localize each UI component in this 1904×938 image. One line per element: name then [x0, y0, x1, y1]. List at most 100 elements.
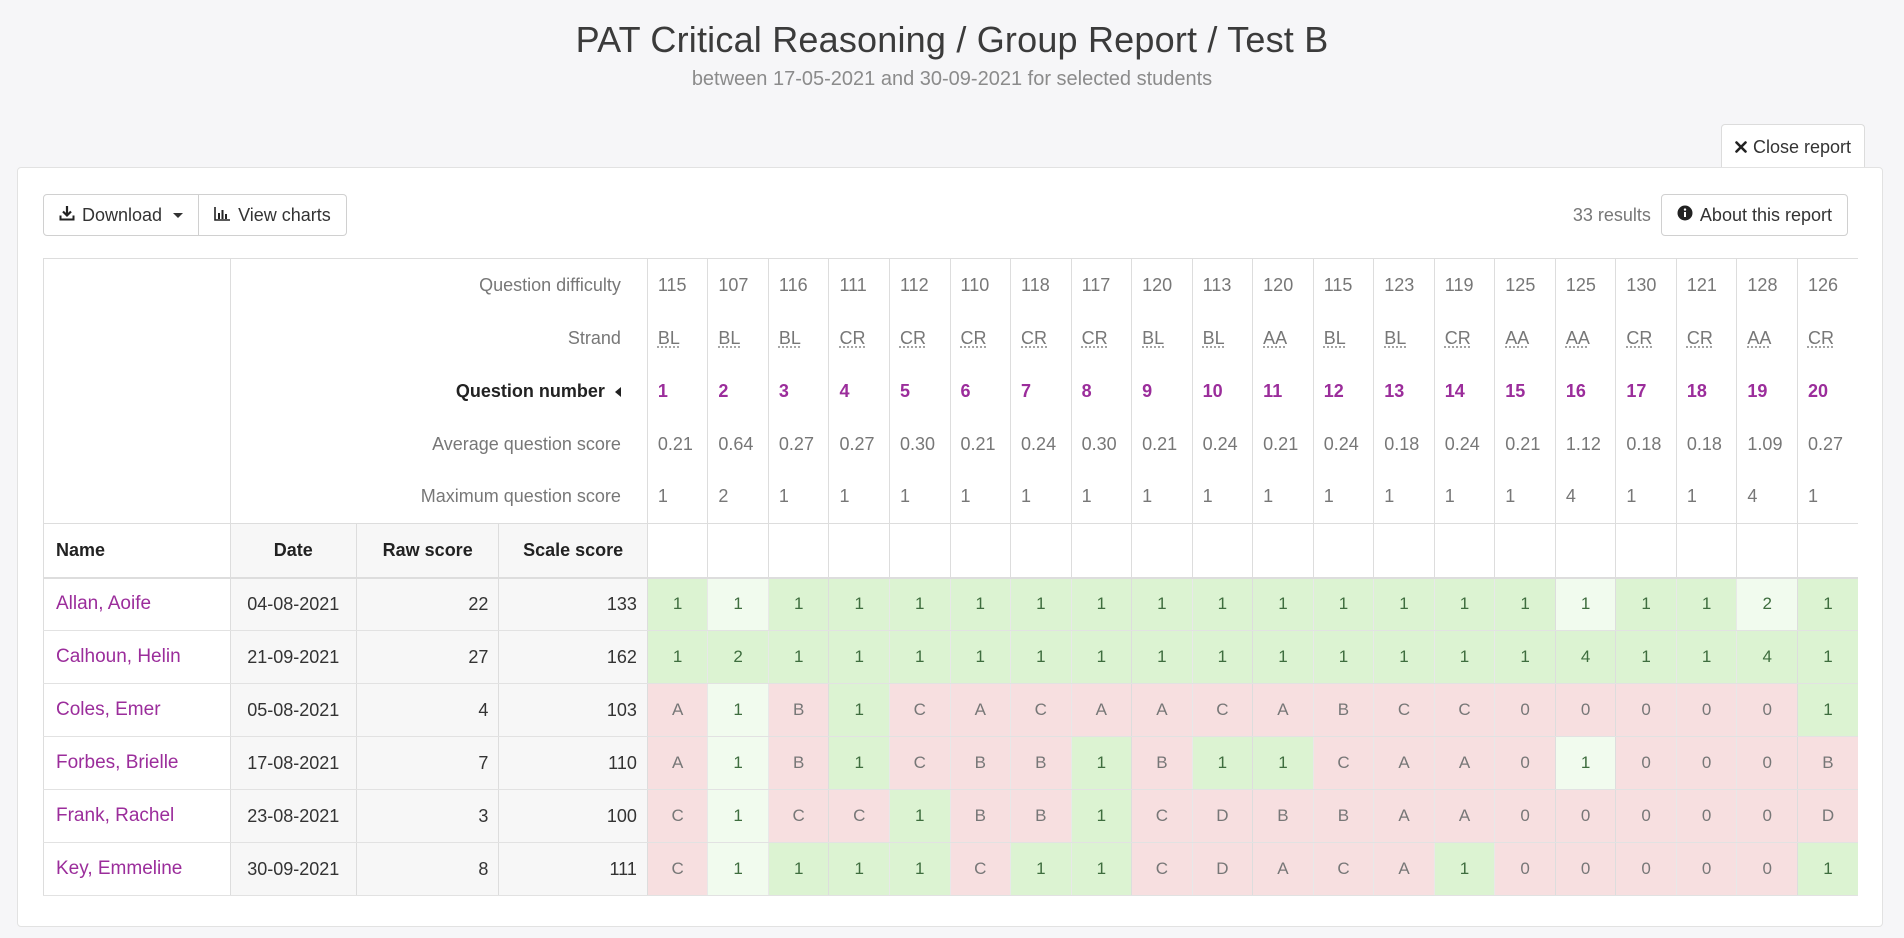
question-number-cell[interactable]: 15 — [1495, 365, 1556, 418]
question-number-row: Question number 1 2 3 4 5 6 7 8 9 10 11 12 13 14 15 16 1… — [44, 365, 1859, 418]
report-panel: Download View charts 33 results About th… — [17, 167, 1883, 927]
question-number-cell[interactable]: 4 — [829, 365, 890, 418]
response-cell: 1 — [1192, 631, 1253, 684]
question-number-cell[interactable]: 9 — [1132, 365, 1193, 418]
question-number-cell[interactable]: 12 — [1313, 365, 1374, 418]
student-name-link[interactable]: Calhoun, Helin — [44, 631, 231, 684]
student-name-link[interactable]: Frank, Rachel — [44, 790, 231, 843]
question-number-cell[interactable]: 17 — [1616, 365, 1677, 418]
question-difficulty-cell: 125 — [1495, 259, 1556, 312]
question-strand-value: CR — [1687, 328, 1713, 348]
response-cell: C — [647, 843, 708, 896]
question-strand-cell: BL — [708, 312, 769, 365]
question-number-sort[interactable]: Question number — [230, 365, 647, 418]
question-difficulty-cell: 119 — [1434, 259, 1495, 312]
question-number-cell[interactable]: 8 — [1071, 365, 1132, 418]
question-average-value: 0.21 — [1263, 434, 1298, 454]
response-cell: 0 — [1737, 684, 1798, 737]
about-report-button[interactable]: About this report — [1661, 194, 1848, 236]
question-strand-value: BL — [1384, 328, 1406, 348]
question-header-blank — [1797, 524, 1858, 578]
response-cell: 1 — [1434, 843, 1495, 896]
question-maximum-value: 1 — [1203, 486, 1213, 506]
student-name-link[interactable]: Coles, Emer — [44, 684, 231, 737]
response-cell: 1 — [647, 578, 708, 631]
response-cell: 0 — [1737, 843, 1798, 896]
question-difficulty-value: 120 — [1142, 275, 1172, 295]
question-number-cell[interactable]: 20 — [1797, 365, 1858, 418]
question-strand-value: CR — [900, 328, 926, 348]
about-report-label: About this report — [1700, 205, 1832, 226]
question-number-cell[interactable]: 3 — [768, 365, 829, 418]
scale-score: 162 — [499, 631, 647, 684]
response-cell: 1 — [768, 578, 829, 631]
question-maximum-value: 4 — [1747, 486, 1757, 506]
question-strand-cell: CR — [1797, 312, 1858, 365]
response-cell: D — [1192, 843, 1253, 896]
response-cell: 1 — [1616, 631, 1677, 684]
student-name-link[interactable]: Key, Emmeline — [44, 843, 231, 896]
question-maximum-cell: 1 — [1071, 471, 1132, 524]
response-cell: C — [1313, 737, 1374, 790]
question-number-cell[interactable]: 6 — [950, 365, 1011, 418]
question-number-cell[interactable]: 14 — [1434, 365, 1495, 418]
response-cell: B — [1253, 790, 1314, 843]
question-strand-cell: BL — [647, 312, 708, 365]
question-number-cell[interactable]: 10 — [1192, 365, 1253, 418]
question-header-blank — [950, 524, 1011, 578]
scale-score-column-header[interactable]: Scale score — [499, 524, 647, 578]
question-number-cell[interactable]: 19 — [1737, 365, 1798, 418]
question-number-cell[interactable]: 2 — [708, 365, 769, 418]
question-average-value: 0.27 — [779, 434, 814, 454]
question-difficulty-cell: 111 — [829, 259, 890, 312]
question-number-cell[interactable]: 1 — [647, 365, 708, 418]
question-number-cell[interactable]: 13 — [1374, 365, 1435, 418]
page-subtitle: between 17-05-2021 and 30-09-2021 for se… — [0, 68, 1904, 91]
view-charts-button[interactable]: View charts — [199, 194, 347, 236]
question-average-cell: 1.12 — [1555, 418, 1616, 471]
question-number-value: 12 — [1324, 381, 1344, 401]
response-cell: 0 — [1737, 790, 1798, 843]
question-average-value: 0.27 — [1808, 434, 1843, 454]
student-name-link[interactable]: Forbes, Brielle — [44, 737, 231, 790]
question-difficulty-cell: 123 — [1374, 259, 1435, 312]
question-maximum-cell: 1 — [1313, 471, 1374, 524]
close-report-button[interactable]: Close report — [1721, 124, 1865, 169]
question-number-value: 17 — [1626, 381, 1646, 401]
question-number-cell[interactable]: 7 — [1011, 365, 1072, 418]
question-number-cell[interactable]: 11 — [1253, 365, 1314, 418]
date-column-header[interactable]: Date — [230, 524, 356, 578]
bar-chart-icon — [214, 205, 231, 226]
question-strand-value: AA — [1747, 328, 1771, 348]
toolbar-right: 33 results About this report — [1573, 194, 1848, 236]
question-number-value: 8 — [1082, 381, 1092, 401]
view-charts-label: View charts — [238, 205, 331, 226]
question-header-blank — [647, 524, 708, 578]
question-strand-cell: BL — [768, 312, 829, 365]
question-number-cell[interactable]: 18 — [1676, 365, 1737, 418]
response-cell: C — [1132, 790, 1193, 843]
raw-score-column-header[interactable]: Raw score — [356, 524, 498, 578]
response-cell: A — [1132, 684, 1193, 737]
question-number-value: 19 — [1747, 381, 1767, 401]
table-row: Calhoun, Helin 21-09-2021 27 162 1 2 1 1 1 1 1 1 1 1 1… — [44, 631, 1859, 684]
question-maximum-value: 1 — [1263, 486, 1273, 506]
question-maximum-cell: 1 — [647, 471, 708, 524]
download-button[interactable]: Download — [43, 194, 199, 236]
question-maximum-cell: 1 — [1434, 471, 1495, 524]
question-number-cell[interactable]: 16 — [1555, 365, 1616, 418]
response-cell: 0 — [1616, 843, 1677, 896]
response-cell: 1 — [1132, 631, 1193, 684]
response-cell: D — [1192, 790, 1253, 843]
question-maximum-value: 1 — [900, 486, 910, 506]
question-difficulty-cell: 125 — [1555, 259, 1616, 312]
question-maximum-value: 1 — [961, 486, 971, 506]
question-number-cell[interactable]: 5 — [889, 365, 950, 418]
question-average-value: 0.18 — [1626, 434, 1661, 454]
student-name-link[interactable]: Allan, Aoife — [44, 578, 231, 631]
response-cell: B — [1011, 737, 1072, 790]
question-average-cell: 0.30 — [889, 418, 950, 471]
name-column-header[interactable]: Name — [44, 524, 231, 578]
response-cell: C — [768, 790, 829, 843]
response-cell: 1 — [1071, 790, 1132, 843]
